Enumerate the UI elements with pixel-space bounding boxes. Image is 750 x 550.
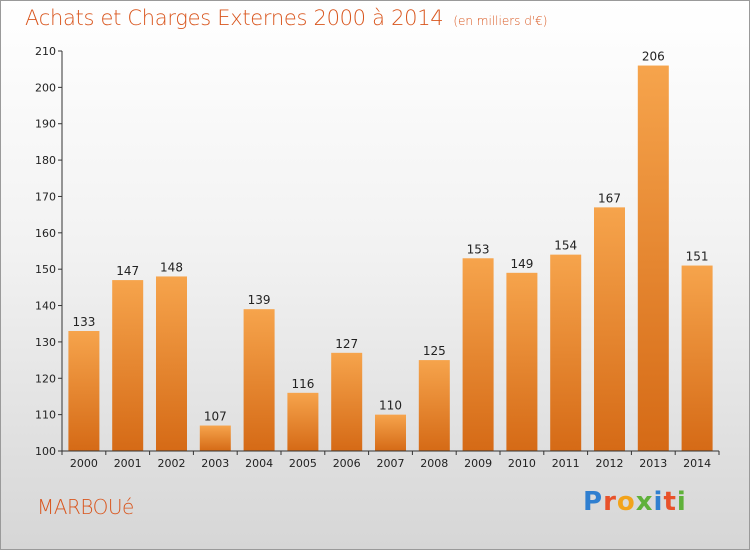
chart-unit: (en milliers d'€) [453,14,548,28]
bar-value-label: 125 [423,344,446,358]
x-tick-label: 2000 [70,457,98,470]
bar-2008 [418,360,450,451]
logo-letter: P [583,487,604,517]
bars: 133 147 148 107 139 116 127 110 125 153 149 154 167 2… [68,50,713,451]
commune-name: MARBOUé [37,495,134,519]
bar-value-label: 151 [686,250,709,264]
y-tick-label: 170 [35,190,56,203]
x-tick-label: 2010 [508,457,536,470]
bar-2000 [68,331,100,451]
x-tick-label: 2002 [158,457,186,470]
proxiti-logo: Proxiti [583,487,687,517]
bar-2004 [243,309,275,451]
bar-2009 [462,258,494,451]
y-tick-label: 190 [35,118,56,131]
y-tick-label: 140 [35,300,56,313]
bar-2007 [375,414,406,451]
bar-2006 [331,352,363,451]
logo-letter: i [653,487,664,517]
bar-value-label: 127 [335,337,358,351]
x-tick-label: 2009 [464,457,492,470]
bar-2010 [506,272,538,451]
bar-2011 [550,254,582,451]
y-tick-label: 130 [35,336,56,349]
x-tick-label: 2001 [114,457,142,470]
x-tick-label: 2014 [683,457,711,470]
bar-value-label: 154 [554,239,577,253]
x-tick-label: 2013 [639,457,667,470]
y-tick-label: 160 [35,227,56,240]
bar-value-label: 148 [160,260,183,274]
bar-value-label: 110 [379,399,402,413]
x-tick-label: 2007 [377,457,405,470]
bar-value-label: 149 [510,257,533,271]
bar-2005 [287,392,319,451]
x-tick-label: 2005 [289,457,317,470]
x-axis: 2000 2001 2002 2003 2004 2005 2006 2007 2008 2009… [61,450,720,470]
x-tick-label: 2004 [245,457,273,470]
logo-letter: x [635,487,654,517]
x-tick-label: 2012 [596,457,624,470]
y-tick-label: 110 [35,409,56,422]
bar-value-label: 139 [248,293,271,307]
bar-2013 [637,65,669,451]
bar-2012 [594,207,625,451]
bar-value-label: 206 [642,50,665,64]
bar-value-label: 107 [204,410,227,424]
y-tick-label: 150 [35,263,56,276]
bar-2001 [112,280,144,451]
logo-letter: o [616,487,636,517]
y-tick-label: 200 [35,81,56,94]
y-tick-label: 210 [35,45,56,58]
x-tick-label: 2006 [333,457,361,470]
bar-value-label: 167 [598,191,621,205]
y-tick-label: 100 [35,445,56,458]
bar-value-label: 116 [291,377,314,391]
x-tick-label: 2003 [201,457,229,470]
y-tick-label: 120 [35,372,56,385]
bar-2003 [199,425,231,451]
chart-title: Achats et Charges Externes 2000 à 2014 (e… [25,6,547,30]
bar-2002 [156,276,187,451]
x-tick-label: 2011 [552,457,580,470]
bar-value-label: 153 [467,242,490,256]
y-axis: 100 110 120 130 140 150 160 170 180 190 200 210 [35,45,63,458]
y-tick-label: 180 [35,154,56,167]
bar-value-label: 133 [72,315,95,329]
x-tick-label: 2008 [420,457,448,470]
logo-letter: r [603,487,617,517]
logo-letter: t [663,487,677,517]
logo-letter: i [676,487,687,517]
bar-value-label: 147 [116,264,139,278]
chart-title-text: Achats et Charges Externes 2000 à 2014 [25,6,444,30]
bar-2014 [681,265,713,451]
